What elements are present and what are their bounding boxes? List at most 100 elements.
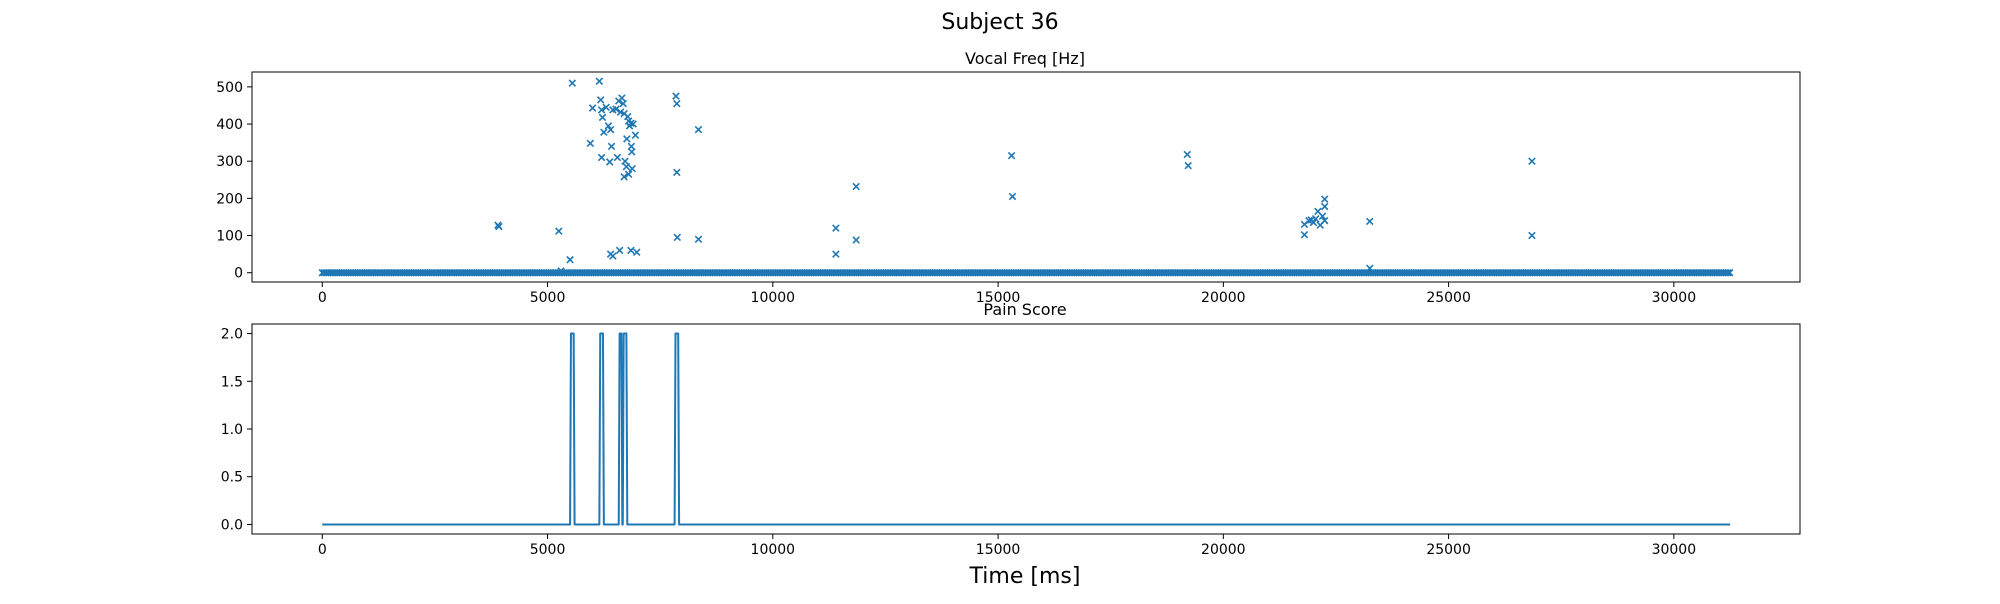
scatter-point xyxy=(852,236,860,244)
x-tick-label: 30000 xyxy=(1652,290,1697,306)
scatter-point xyxy=(618,94,626,102)
scatter-point xyxy=(629,120,637,128)
scatter-point xyxy=(597,153,606,162)
x-tick-label: 5000 xyxy=(530,542,566,558)
y-tick-label: 200 xyxy=(216,191,243,207)
y-tick-label: 1.0 xyxy=(221,422,243,438)
scatter-point xyxy=(597,106,606,114)
baseline-point xyxy=(1725,268,1734,277)
y-tick-label: 1.5 xyxy=(221,374,243,390)
x-tick-label: 10000 xyxy=(751,290,796,306)
scatter-point xyxy=(672,92,680,100)
scatter-point xyxy=(619,99,627,108)
y-tick-label: 0 xyxy=(234,266,243,282)
x-axis-label: Time [ms] xyxy=(969,564,1081,589)
pain-score-panel: Pain Score 0 5000 10000 15000 20000 25000 3000… xyxy=(221,300,1801,558)
scatter-point xyxy=(832,224,840,232)
scatter-point xyxy=(568,79,577,87)
scatter-point xyxy=(1007,151,1016,160)
y-tick-label: 0.5 xyxy=(221,470,243,486)
x-tick-label: 15000 xyxy=(976,290,1021,306)
panel-2-title: Pain Score xyxy=(983,300,1066,319)
scatter-point xyxy=(1365,217,1374,226)
scatter-point xyxy=(596,96,605,104)
scatter-point xyxy=(1008,192,1017,201)
scatter-point xyxy=(1318,212,1327,220)
scatter-point xyxy=(595,77,604,86)
y-tick-label: 0.0 xyxy=(221,517,243,533)
panel-1-frame xyxy=(251,71,1801,283)
x-tick-label: 5000 xyxy=(530,290,566,306)
scatter-point xyxy=(1528,157,1536,165)
x-tick-label: 15000 xyxy=(976,542,1021,558)
panel-1-title: Vocal Freq [Hz] xyxy=(965,49,1085,68)
scatter-point xyxy=(628,148,636,156)
y-tick-label: 400 xyxy=(216,117,243,133)
scatter-point xyxy=(586,139,595,148)
y-tick-label: 300 xyxy=(216,154,243,170)
baseline-point xyxy=(1724,268,1732,277)
scatter-point xyxy=(605,158,614,166)
scatter-point xyxy=(557,267,565,275)
x-tick-label: 10000 xyxy=(751,542,796,558)
scatter-point xyxy=(694,235,703,244)
x-tick-label: 20000 xyxy=(1201,542,1246,558)
scatter-point xyxy=(606,125,615,134)
y-tick-label: 500 xyxy=(216,80,243,96)
scatter-point xyxy=(627,246,635,255)
scatter-point xyxy=(1311,215,1320,223)
scatter-point xyxy=(832,250,840,258)
scatter-point xyxy=(613,153,622,162)
x-tick-label: 30000 xyxy=(1652,542,1697,558)
scatter-point xyxy=(673,99,681,108)
scatter-point xyxy=(632,248,641,257)
scatter-point xyxy=(623,135,631,143)
scatter-point xyxy=(1320,216,1329,225)
scatter-point xyxy=(1300,231,1309,239)
scatter-point xyxy=(1365,264,1374,273)
scatter-point xyxy=(566,255,574,264)
scatter-point xyxy=(622,163,631,171)
scatter-point xyxy=(628,164,637,173)
scatter-point xyxy=(627,119,635,128)
scatter-point xyxy=(620,173,628,181)
scatter-point xyxy=(615,246,624,255)
scatter-point xyxy=(694,125,703,134)
scatter-point xyxy=(624,170,633,178)
scatter-point xyxy=(852,182,860,191)
pain-score-line xyxy=(322,332,1731,526)
pain-score-axes: 0 5000 10000 15000 20000 25000 30000 0.0 0.5 1.0 1… xyxy=(221,327,1696,558)
panel-2-frame xyxy=(251,323,1801,535)
scatter-point xyxy=(598,113,607,122)
vocal-freq-panel: Vocal Freq [Hz] 0 5000 10000 15000 20000 2500… xyxy=(216,49,1801,306)
scatter-point xyxy=(1305,216,1313,225)
vocal-freq-axes: 0 5000 10000 15000 20000 25000 30000 0 100 200 300… xyxy=(216,80,1696,306)
scatter-point xyxy=(607,142,616,151)
y-tick-label: 2.0 xyxy=(221,327,243,343)
scatter-point xyxy=(621,157,629,165)
x-tick-label: 25000 xyxy=(1426,290,1471,306)
scatter-point xyxy=(555,227,563,235)
x-tick-label: 0 xyxy=(318,290,327,306)
x-tick-label: 20000 xyxy=(1201,290,1246,306)
scatter-point xyxy=(602,103,610,112)
scatter-point xyxy=(673,168,681,177)
figure-title: Subject 36 xyxy=(941,10,1058,35)
scatter-point xyxy=(612,105,620,113)
scatter-point xyxy=(1320,202,1329,211)
scatter-point xyxy=(1184,161,1192,170)
scatter-point xyxy=(1320,195,1329,203)
x-tick-label: 0 xyxy=(318,542,327,558)
scatter-point xyxy=(1309,218,1318,227)
scatter-point xyxy=(1183,150,1192,159)
scatter-point xyxy=(1528,231,1536,240)
scatter-point xyxy=(588,104,597,112)
scatter-point xyxy=(673,233,682,242)
vocal-freq-marks xyxy=(318,77,1734,277)
scatter-point xyxy=(495,222,503,231)
y-tick-label: 100 xyxy=(216,229,243,245)
x-tick-label: 25000 xyxy=(1426,542,1471,558)
scatter-point xyxy=(609,252,617,260)
